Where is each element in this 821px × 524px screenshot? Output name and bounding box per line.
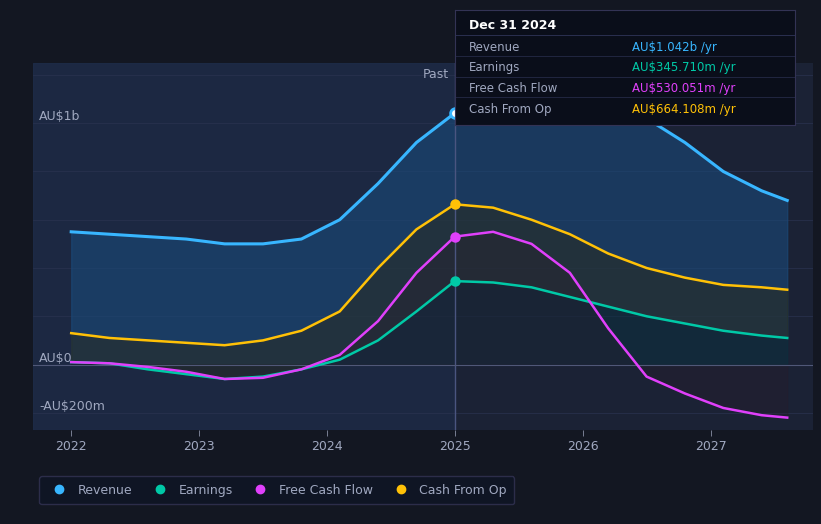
Text: AU$530.051m /yr: AU$530.051m /yr bbox=[632, 82, 735, 95]
Text: AU$1b: AU$1b bbox=[39, 110, 80, 123]
Text: Revenue: Revenue bbox=[469, 41, 520, 53]
Bar bbox=[33, 63, 455, 430]
Bar bbox=[455, 63, 813, 430]
Text: Past: Past bbox=[422, 68, 448, 81]
Text: AU$345.710m /yr: AU$345.710m /yr bbox=[632, 61, 736, 74]
Text: -AU$200m: -AU$200m bbox=[39, 400, 105, 413]
Text: AU$664.108m /yr: AU$664.108m /yr bbox=[632, 103, 736, 116]
Text: Earnings: Earnings bbox=[469, 61, 520, 74]
Text: AU$0: AU$0 bbox=[39, 352, 73, 365]
Text: AU$1.042b /yr: AU$1.042b /yr bbox=[632, 41, 717, 53]
Text: Analysts Forecasts: Analysts Forecasts bbox=[461, 68, 577, 81]
Legend: Revenue, Earnings, Free Cash Flow, Cash From Op: Revenue, Earnings, Free Cash Flow, Cash … bbox=[39, 476, 515, 504]
Text: Dec 31 2024: Dec 31 2024 bbox=[469, 19, 556, 32]
Text: Cash From Op: Cash From Op bbox=[469, 103, 551, 116]
Text: Free Cash Flow: Free Cash Flow bbox=[469, 82, 557, 95]
